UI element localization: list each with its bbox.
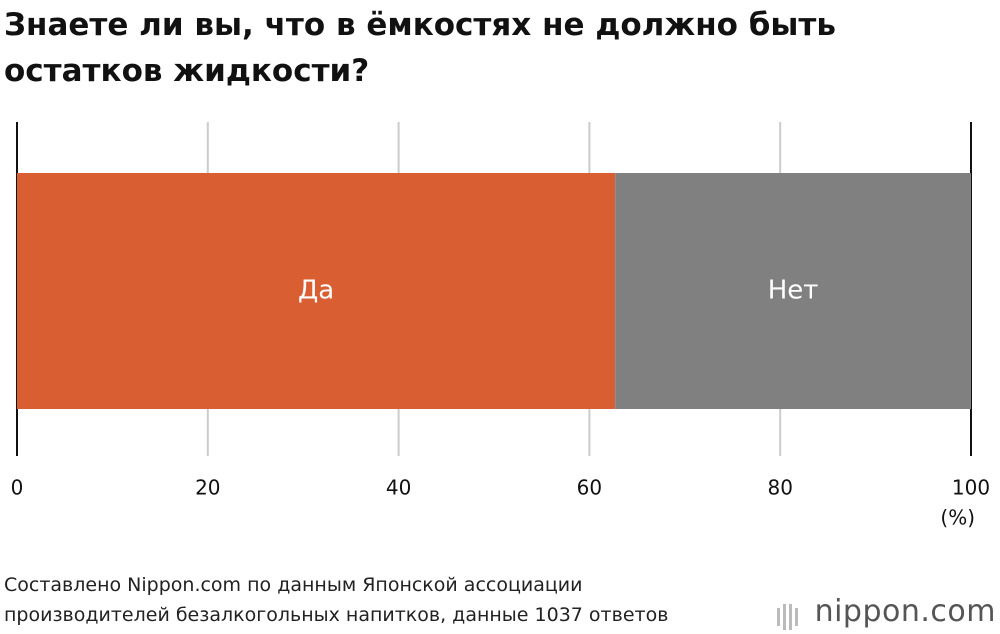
logo-icon — [777, 604, 798, 630]
segment-label: Нет — [768, 276, 819, 306]
x-tick-label: 20 — [195, 476, 220, 500]
chart-title: Знаете ли вы, что в ёмкостях не должно б… — [4, 7, 836, 89]
bar-segment — [17, 173, 616, 409]
x-tick-label: 60 — [577, 476, 602, 500]
source-note: Составлено Nippon.com по данным Японской… — [4, 574, 669, 626]
bar-segment — [615, 173, 971, 409]
x-tick-label: 0 — [11, 476, 24, 500]
segment-label: Да — [298, 276, 334, 306]
x-tick-label: 100 — [952, 476, 990, 500]
x-unit-label: (%) — [940, 506, 975, 530]
chart: 0 20 40 60 80 100 Да Нет (%) — [11, 122, 990, 530]
x-tick-label: 80 — [767, 476, 792, 500]
x-tick-label: 40 — [386, 476, 411, 500]
logo: nippon.com — [814, 594, 996, 629]
